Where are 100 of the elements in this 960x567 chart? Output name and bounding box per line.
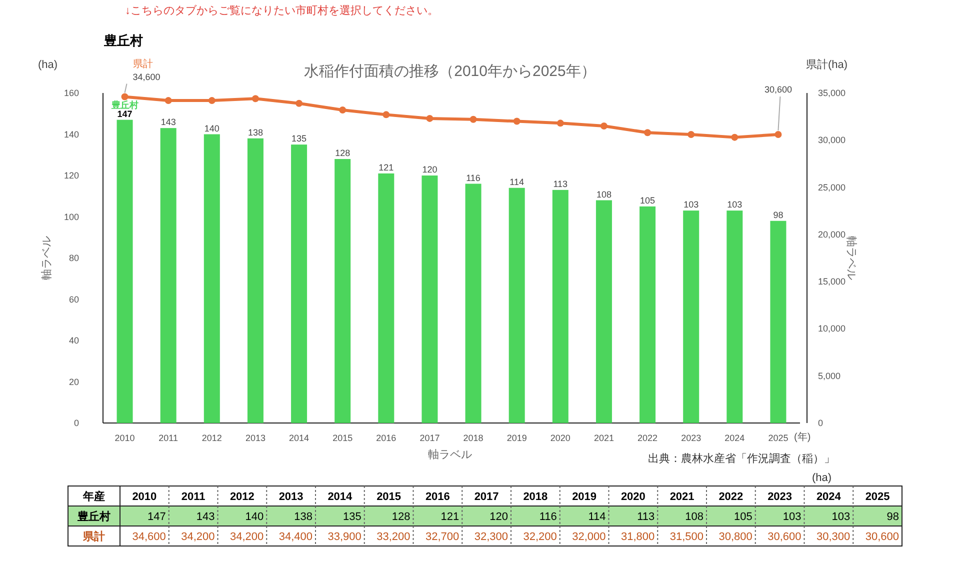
text: (ha) (38, 59, 58, 71)
text: 33,200 (376, 531, 410, 543)
data-label: 135 (292, 134, 307, 144)
text: 147 (148, 511, 166, 523)
category-label: 2013 (278, 491, 304, 503)
data-label: 113 (553, 178, 568, 189)
data-label: 103 (727, 200, 742, 210)
text: 121 (440, 511, 460, 523)
x-tick-label: 2016 (376, 433, 396, 443)
data-label: 116 (466, 172, 480, 183)
category-label: 2019 (572, 491, 597, 503)
category-label: 2010 (132, 491, 157, 503)
category-label: 2015 (376, 491, 402, 503)
text: 105 (734, 511, 752, 523)
data-label: 121 (378, 162, 394, 172)
data-label: 98 (773, 210, 784, 220)
text: 103 (782, 511, 802, 523)
x-tick-label: 2010 (114, 433, 135, 443)
text: 年産 (82, 490, 105, 503)
category-label: 2025 (865, 491, 890, 503)
category-label: 2024 (816, 491, 841, 503)
y2-tick-label: 0 (818, 418, 824, 428)
x-tick-label: 2018 (463, 433, 484, 443)
data-label: 120 (422, 164, 438, 174)
y2-axis-title: 軸ラベル (845, 236, 858, 280)
y2-tick-label: 15,000 (818, 276, 846, 287)
data-label: 105 (640, 195, 656, 206)
data-label: 143 (160, 117, 176, 128)
chart-title: 水稲作付面積の推移（2010年から2025年） (304, 63, 596, 80)
y-tick-label: 120 (64, 170, 79, 180)
x-tick-label: 2017 (420, 433, 440, 443)
y2-tick-label: 5,000 (818, 370, 841, 381)
text: 34,200 (230, 531, 264, 543)
text: 県計 (132, 58, 153, 70)
data-label: 30,600 (764, 84, 792, 94)
y-tick-label: 60 (68, 294, 79, 304)
text: 138 (294, 511, 312, 523)
x-tick-label: 2023 (681, 433, 702, 443)
text: 31,800 (620, 531, 655, 543)
data-label: 138 (248, 127, 263, 138)
x-tick-label: 2013 (245, 433, 266, 443)
data-label: 34,600 (132, 72, 160, 82)
x-tick-label: 2025 (768, 433, 788, 443)
text: 34,400 (278, 531, 312, 543)
text: 34,600 (132, 531, 166, 543)
x-tick-label: 2012 (202, 433, 222, 443)
text: ↓こちらのタブからご覧になりたい市町村を選択してください。 (125, 4, 438, 17)
y2-tick-label: 25,000 (818, 182, 846, 192)
text: 30,600 (768, 531, 802, 543)
text: 114 (588, 511, 606, 523)
y2-tick-label: 10,000 (818, 324, 846, 334)
text: 108 (685, 511, 704, 523)
text: 32,700 (425, 531, 460, 543)
category-label: 2023 (768, 491, 792, 503)
y2-tick-label: 20,000 (818, 229, 846, 240)
data-label: 140 (204, 123, 220, 134)
text: (ha) (812, 472, 832, 484)
data-label: 108 (596, 189, 612, 200)
y-tick-label: 20 (68, 376, 79, 387)
data-label: 128 (335, 148, 350, 158)
text: 32,000 (572, 531, 606, 543)
text: 30,300 (816, 531, 850, 543)
text: 34,200 (181, 531, 215, 543)
x-tick-label: 2019 (506, 433, 527, 443)
category-label: 2012 (230, 491, 254, 503)
chart-subtitle: 豊丘村 (103, 33, 143, 48)
x-tick-label: 2022 (638, 433, 658, 443)
y-tick-label: 100 (64, 212, 79, 222)
text: 120 (490, 511, 508, 523)
category-label: 2016 (425, 491, 450, 503)
series-label: 豊丘村 (110, 100, 138, 110)
data-label: 114 (510, 176, 524, 187)
y-tick-label: 40 (68, 336, 79, 346)
text: 128 (392, 511, 410, 523)
y-tick-label: 80 (68, 253, 79, 263)
x-tick-label: 2014 (289, 433, 310, 443)
text: 116 (539, 511, 557, 523)
source-note: 出典：農林水産省「作況調査（稲）」 (648, 452, 835, 465)
category-label: 2017 (474, 491, 499, 503)
category-label: 2020 (620, 491, 646, 503)
x-tick-label: 2015 (332, 433, 353, 443)
text: (年) (794, 431, 811, 443)
data-label: 103 (684, 200, 699, 210)
category-label: 2011 (181, 491, 206, 503)
text: 県計(ha) (806, 58, 848, 71)
text: 30,600 (865, 531, 899, 543)
text: 県計 (83, 531, 105, 543)
y-tick-label: 0 (74, 418, 79, 428)
x-tick-label: 2011 (158, 433, 178, 443)
text: 140 (245, 511, 264, 523)
text: 31,500 (670, 531, 704, 543)
text: 135 (343, 511, 362, 523)
text: 豊丘村 (78, 511, 110, 523)
text: 98 (886, 511, 899, 523)
category-label: 2022 (718, 491, 744, 503)
y-tick-label: 140 (64, 129, 79, 140)
x-tick-label: 2024 (724, 433, 745, 443)
y2-tick-label: 30,000 (818, 135, 846, 146)
text: 143 (196, 511, 215, 523)
y-tick-label: 160 (64, 88, 79, 98)
